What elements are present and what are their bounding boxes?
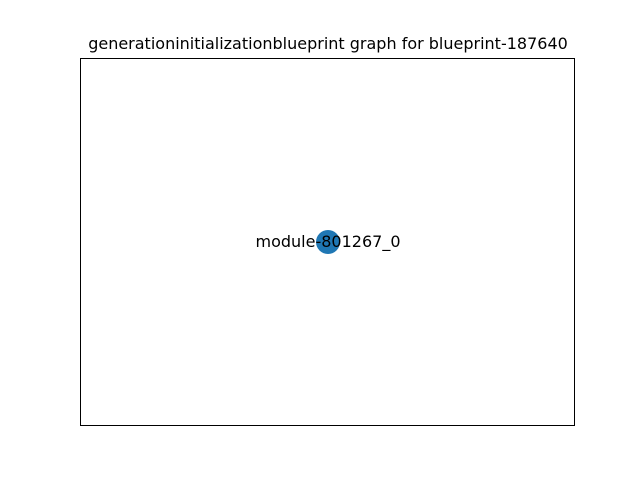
- graph-node: [316, 230, 340, 254]
- graph-title: generationinitializationblueprint graph …: [88, 34, 568, 53]
- graph-node-label: module-801267_0: [255, 232, 401, 251]
